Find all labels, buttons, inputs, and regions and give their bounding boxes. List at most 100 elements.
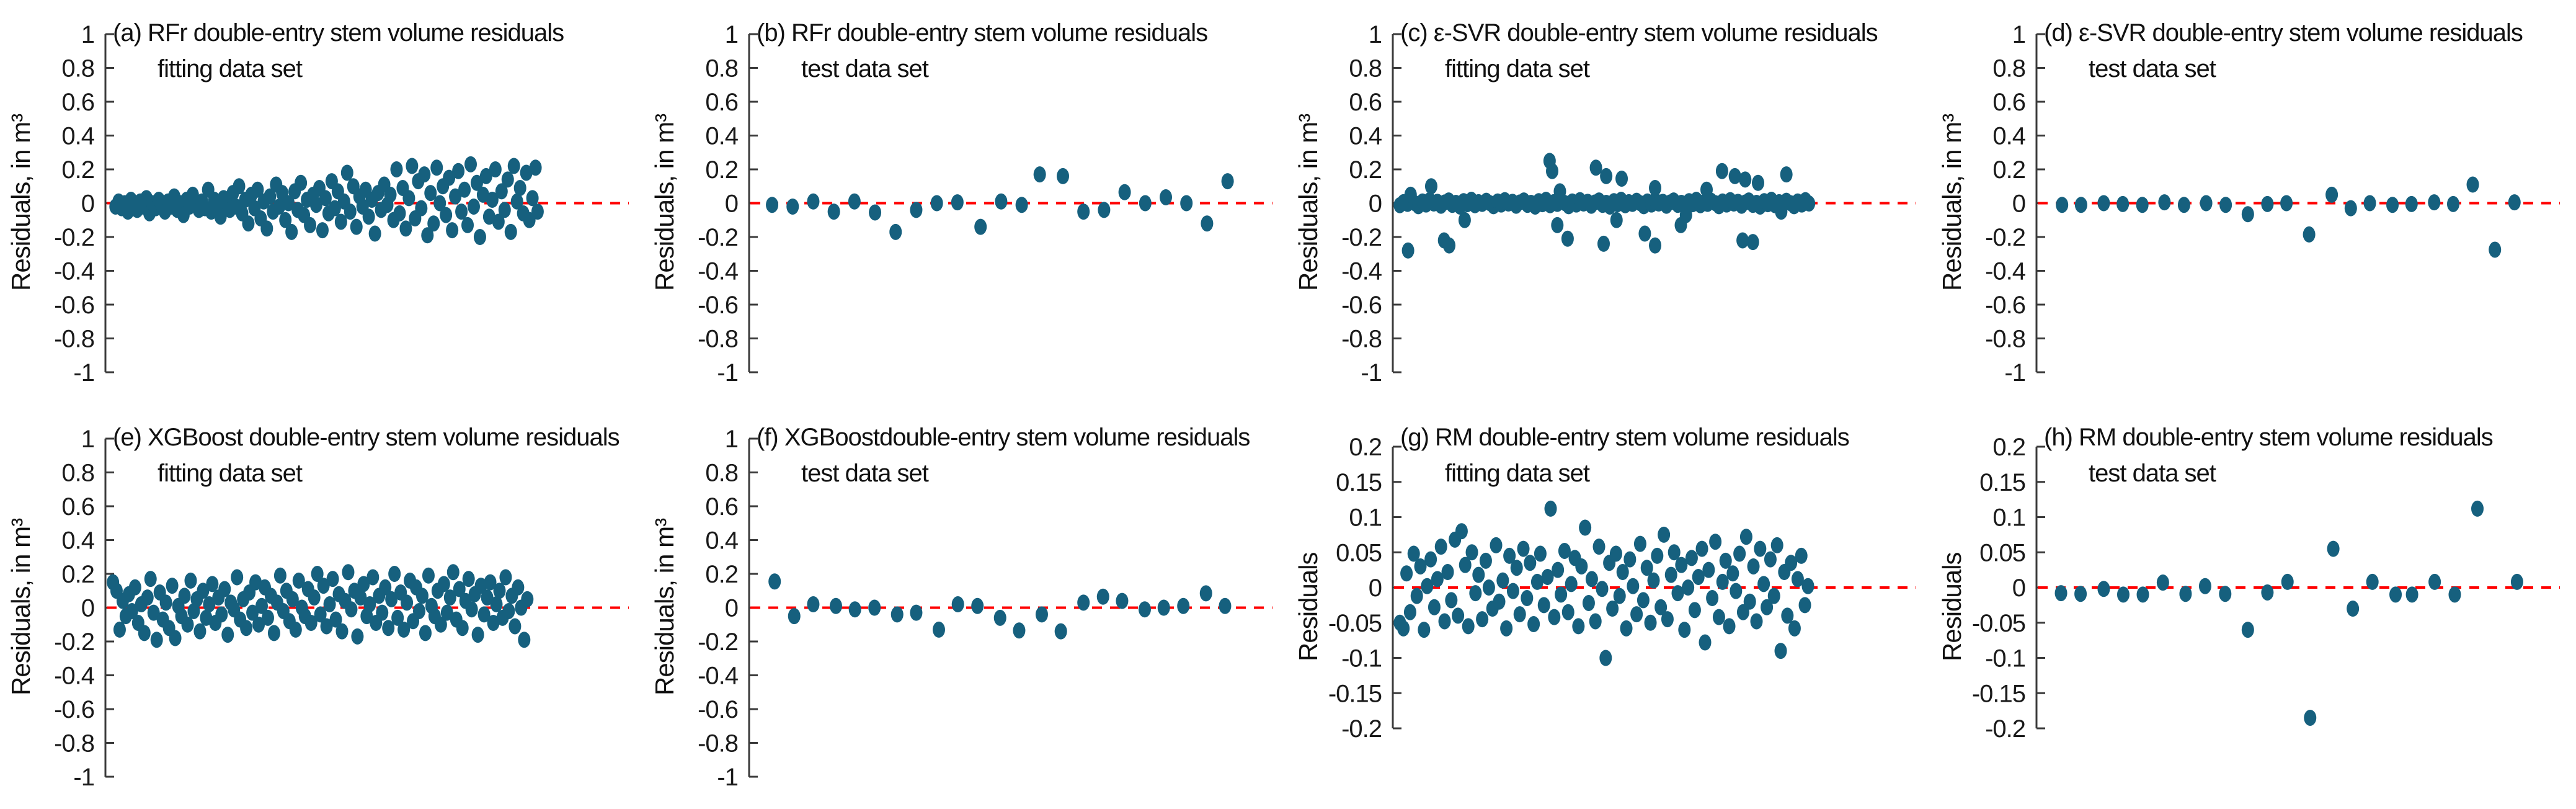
y-tick-label: -0.8 [1341,326,1382,353]
data-point [1445,592,1458,609]
data-point [531,203,544,220]
data-point [2261,195,2274,212]
data-point [1739,529,1752,545]
data-point [399,220,412,237]
y-tick-label: 1 [81,426,94,453]
data-point [1589,613,1602,630]
panel-a-rfr-fitting: Residuals, in m³ (a) RFr double-entry st… [0,0,644,404]
y-tick-label: 0 [81,595,94,622]
data-point [1221,173,1234,190]
data-point [1414,558,1427,574]
data-point [498,202,511,218]
data-point [2405,586,2418,603]
y-axis-title: Residuals, in m³ [1937,114,1966,291]
data-point [489,161,502,177]
y-tick-label: 0.6 [1992,89,2025,116]
data-point [1630,606,1643,623]
y-tick-label: -0.4 [1341,258,1382,285]
data-point [829,597,842,614]
y-tick-label: 0 [725,595,738,622]
data-point [362,208,375,225]
data-point [334,213,347,230]
y-tick-label: -0.4 [1985,258,2026,285]
data-point [437,576,450,592]
y-axis-title: Residuals, in m³ [6,114,35,291]
data-point [159,594,172,611]
data-point [1609,545,1622,562]
panel-title-line1: (f) XGBoostdouble-entry stem volume resi… [757,424,1250,451]
data-point [344,203,357,220]
data-point [1661,611,1674,628]
data-point [1719,552,1732,569]
data-point [1403,604,1416,620]
data-point [2116,586,2130,603]
data-point [1424,551,1437,568]
panel-title-line1: (e) XGBoost double-entry stem volume res… [113,424,620,451]
data-point [388,566,401,582]
data-point [1764,551,1777,568]
y-tick-label: 0.15 [1336,469,1382,496]
data-point [848,601,861,618]
panel-title: (g) RM double-entry stem volume residual… [1400,419,1850,491]
data-point [1521,590,1534,607]
data-point [1754,540,1767,557]
data-point [1747,558,1760,574]
data-point [2261,584,2274,601]
y-tick-label: -1 [73,764,94,791]
data-point [1658,526,1671,543]
data-point [453,581,466,597]
data-point [252,616,265,633]
y-tick-label: 0.15 [1979,469,2025,496]
data-point [995,193,1008,210]
scatter-plot: 0.2 0.15 0.1 0.05 0 -0.05 -0.1 -0.15 -0.2 [1972,434,2560,743]
y-tick-label: 0.4 [705,123,738,150]
data-point [1401,242,1415,259]
y-tick-label: 0 [1369,190,1382,218]
data-point [350,218,363,235]
data-point [1096,588,1109,605]
data-point [465,601,478,618]
data-point [2389,586,2402,603]
data-point [1606,601,1619,617]
y-tick-label: -0.6 [1341,292,1382,319]
data-point [512,579,525,596]
y-tick-label: 0.4 [1349,123,1382,150]
data-point [786,198,799,215]
data-point [1668,544,1681,561]
data-point [391,609,404,626]
y-tick-label: -0.4 [54,663,95,690]
data-point [1638,225,1651,242]
data-point [1623,551,1637,568]
data-point [971,597,984,614]
data-point [1458,212,1471,228]
data-point [1712,609,1725,625]
data-point [788,608,801,625]
data-point [868,599,881,616]
data-point [398,621,411,638]
y-tick-label: 0 [2012,574,2025,602]
y-tick-label: 0.6 [705,89,738,116]
data-point [2097,581,2110,597]
data-point [2347,601,2360,617]
data-point [2510,573,2523,590]
data-point [1541,568,1554,585]
y-axis-title: Residuals, in m³ [650,114,679,291]
data-point [282,195,295,212]
data-point [231,569,244,586]
data-point [1157,599,1170,616]
data-point [221,627,234,643]
data-point [1579,519,1592,536]
data-point [316,222,329,239]
data-point [2466,176,2479,193]
y-tick-label: -0.6 [54,292,94,319]
y-tick-label: 1 [1369,21,1382,48]
data-point [1746,234,1759,251]
data-point [493,583,506,599]
data-point [520,164,533,181]
data-point [264,188,277,205]
data-point [197,583,210,599]
data-point [495,183,508,200]
data-point [1118,184,1131,200]
y-tick-label: -0.2 [1341,224,1382,251]
